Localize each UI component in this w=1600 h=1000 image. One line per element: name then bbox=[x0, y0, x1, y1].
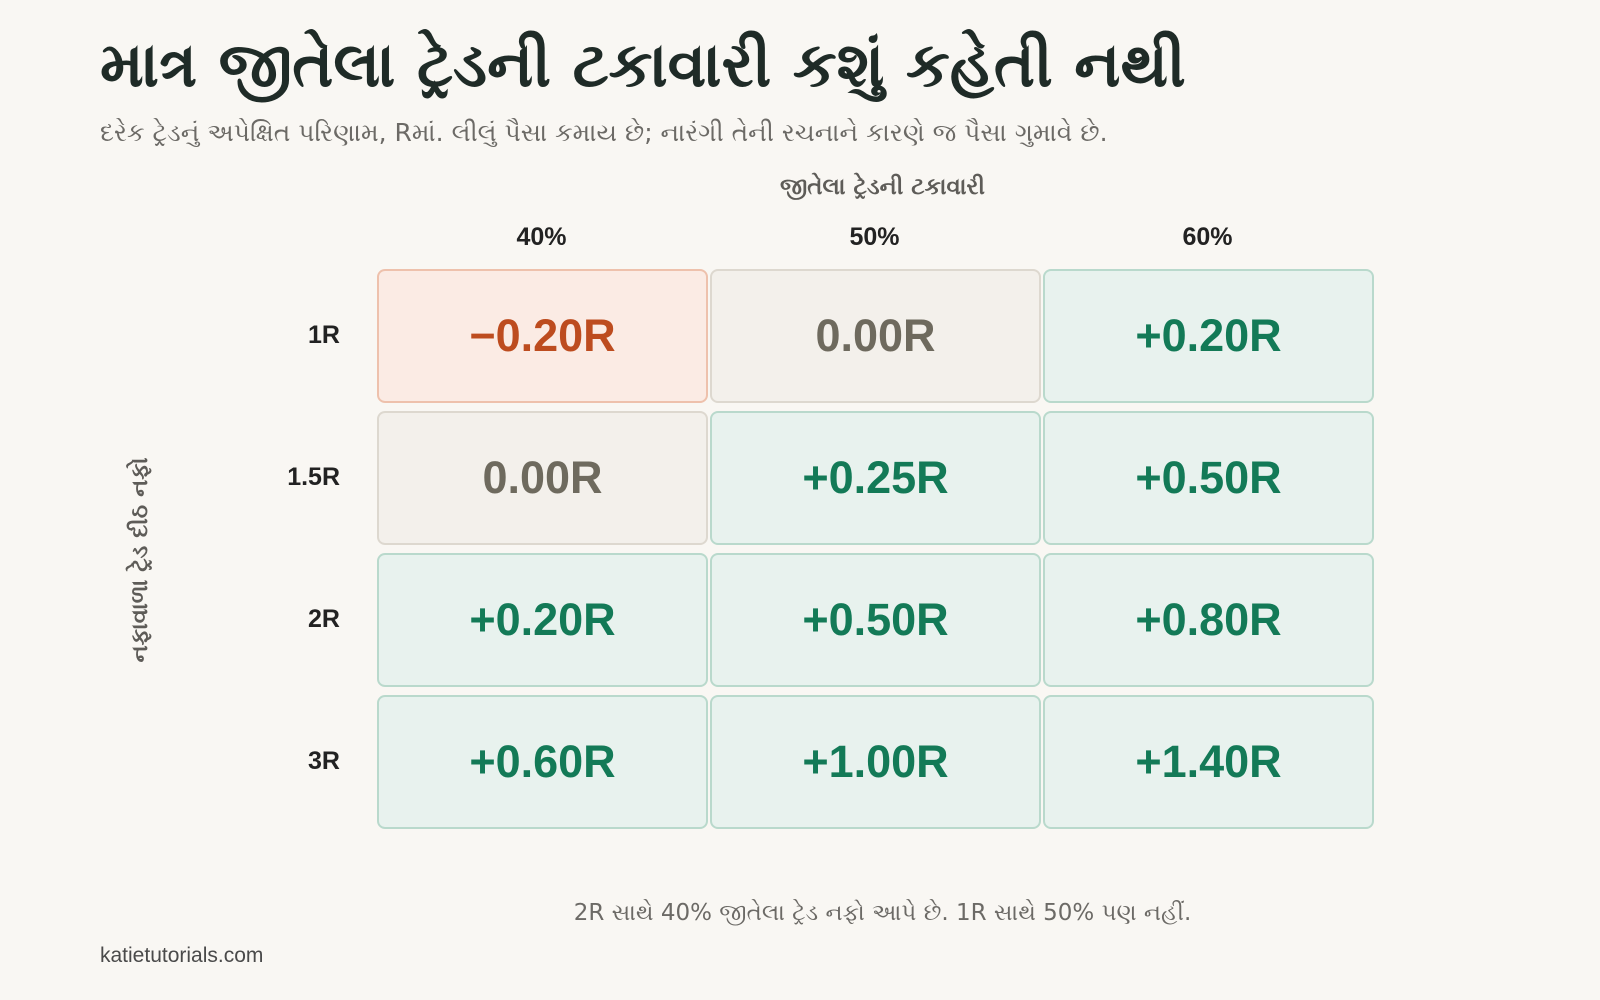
y-axis-label: નફાવાળા ટ્રેડ દીઠ નફો bbox=[127, 457, 153, 663]
heatmap-cell-r0-c2: +0.20R bbox=[1043, 269, 1374, 403]
heatmap-cell-r3-c0: +0.60R bbox=[377, 695, 708, 829]
heatmap-cell-r2-c1: +0.50R bbox=[710, 553, 1041, 687]
chart-title: માત્ર જીતેલા ટ્રેડની ટકાવારી કશું કહેતી … bbox=[100, 28, 1186, 101]
heatmap-cell-r1-c0: 0.00R bbox=[377, 411, 708, 545]
row-header-3r: 3R bbox=[308, 746, 340, 775]
heatmap-cell-r3-c2: +1.40R bbox=[1043, 695, 1374, 829]
heatmap-cell-r0-c1: 0.00R bbox=[710, 269, 1041, 403]
column-header-60: 60% bbox=[1182, 223, 1233, 251]
row-header-1-5r: 1.5R bbox=[287, 462, 340, 491]
x-axis-label: જીતેલા ટ્રેડની ટકાવારી bbox=[780, 174, 985, 200]
heatmap-cell-r0-c0: −0.20R bbox=[377, 269, 708, 403]
column-header-40: 40% bbox=[516, 223, 567, 251]
heatmap-cell-r2-c2: +0.80R bbox=[1043, 553, 1374, 687]
heatmap-cell-r3-c1: +1.00R bbox=[710, 695, 1041, 829]
footnote: 2R સાથે 40% જીતેલા ટ્રેડ નફો આપે છે. 1R … bbox=[573, 900, 1192, 926]
heatmap-cell-r1-c1: +0.25R bbox=[710, 411, 1041, 545]
row-header-2r: 2R bbox=[308, 604, 340, 633]
row-header-1r: 1R bbox=[308, 320, 340, 349]
column-header-50: 50% bbox=[849, 223, 900, 251]
chart-subtitle: દરેક ટ્રેડનું અપેક્ષિત પરિણામ, Rમાં. લીલ… bbox=[100, 118, 1108, 147]
heatmap-cell-r2-c0: +0.20R bbox=[377, 553, 708, 687]
source-label: katietutorials.com bbox=[100, 944, 264, 967]
heatmap-cell-r1-c2: +0.50R bbox=[1043, 411, 1374, 545]
